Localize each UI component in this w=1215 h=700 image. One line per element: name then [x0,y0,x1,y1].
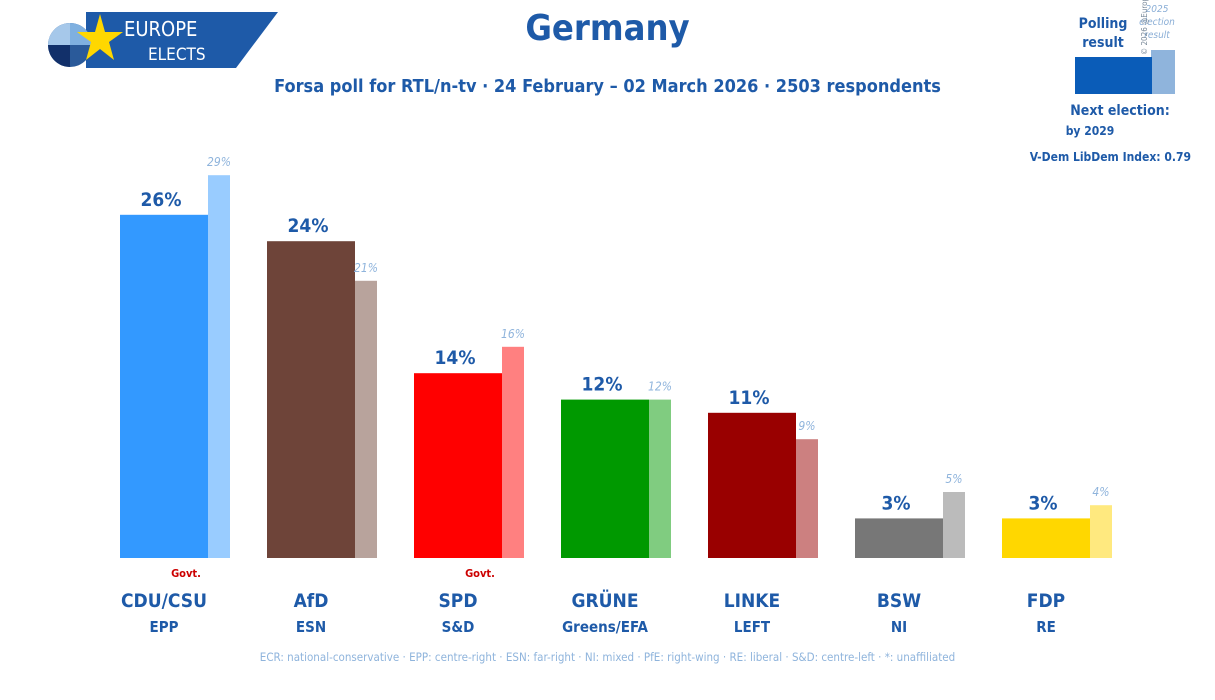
bar-election-0 [208,175,230,558]
next-election-value: by 2029 [1065,124,1115,138]
poll-value-label-1: 24% [288,215,329,237]
bar-election-2 [502,346,524,558]
bar-election-5 [943,492,965,558]
chart-subtitle: Forsa poll for RTL/n-tv · 24 February – … [274,76,941,97]
poll-value-label-2: 14% [435,347,476,369]
party-group-6: RE [1036,618,1056,636]
election-value-label-5: 5% [945,472,962,486]
party-group-5: NI [891,618,907,636]
bar-election-3 [649,399,671,558]
poll-value-label-6: 3% [1028,492,1057,514]
party-name-1: AfD [294,590,329,612]
chart-title: Germany [525,8,690,49]
election-value-label-0: 29% [207,155,231,169]
election-value-label-4: 9% [798,419,815,433]
bar-poll-3 [561,399,649,558]
bar-poll-6 [1002,518,1090,558]
logo-line2: ELECTS [148,45,206,65]
bar-poll-5 [855,518,943,558]
poll-value-label-5: 3% [881,492,910,514]
election-value-label-1: 21% [354,261,378,275]
logo-line1: EUROPE [124,17,197,41]
legend-election-swatch [1151,50,1175,94]
party-group-4: LEFT [734,618,771,636]
election-value-label-6: 4% [1092,485,1109,499]
europe-elects-logo: EUROPE ELECTS [48,12,278,68]
bar-poll-1 [267,241,355,558]
group-footnote: ECR: national-conservative · EPP: centre… [259,650,956,664]
party-name-3: GRÜNE [571,588,638,612]
party-group-2: S&D [442,618,475,636]
bar-poll-0 [120,214,208,559]
bar-election-6 [1090,505,1112,558]
party-name-2: SPD [438,590,477,612]
poll-value-label-3: 12% [582,374,623,396]
poll-value-label-4: 11% [729,387,770,409]
bar-poll-4 [708,412,796,558]
election-value-label-2: 16% [501,327,525,341]
party-name-4: LINKE [724,590,780,612]
party-group-1: ESN [296,618,326,636]
bar-poll-2 [414,373,502,558]
next-election-label: Next election: [1070,103,1170,119]
bar-election-1 [355,280,377,558]
poll-value-label-0: 26% [141,189,182,211]
party-name-5: BSW [877,590,921,612]
govt-label-0: Govt. [171,567,201,580]
legend-polling-label: Polling result [1078,16,1128,51]
govt-label-2: Govt. [465,567,495,580]
party-group-0: EPP [150,618,179,636]
party-group-3: Greens/EFA [562,618,648,636]
party-name-6: FDP [1027,590,1065,612]
bar-election-4 [796,439,818,558]
vdem-index: V-Dem LibDem Index: 0.79 [1029,150,1191,164]
legend-polling-swatch [1075,57,1152,94]
party-name-0: CDU/CSU [121,590,207,612]
legend-election-label: 2025 election result [1139,4,1175,41]
election-value-label-3: 12% [648,380,672,394]
